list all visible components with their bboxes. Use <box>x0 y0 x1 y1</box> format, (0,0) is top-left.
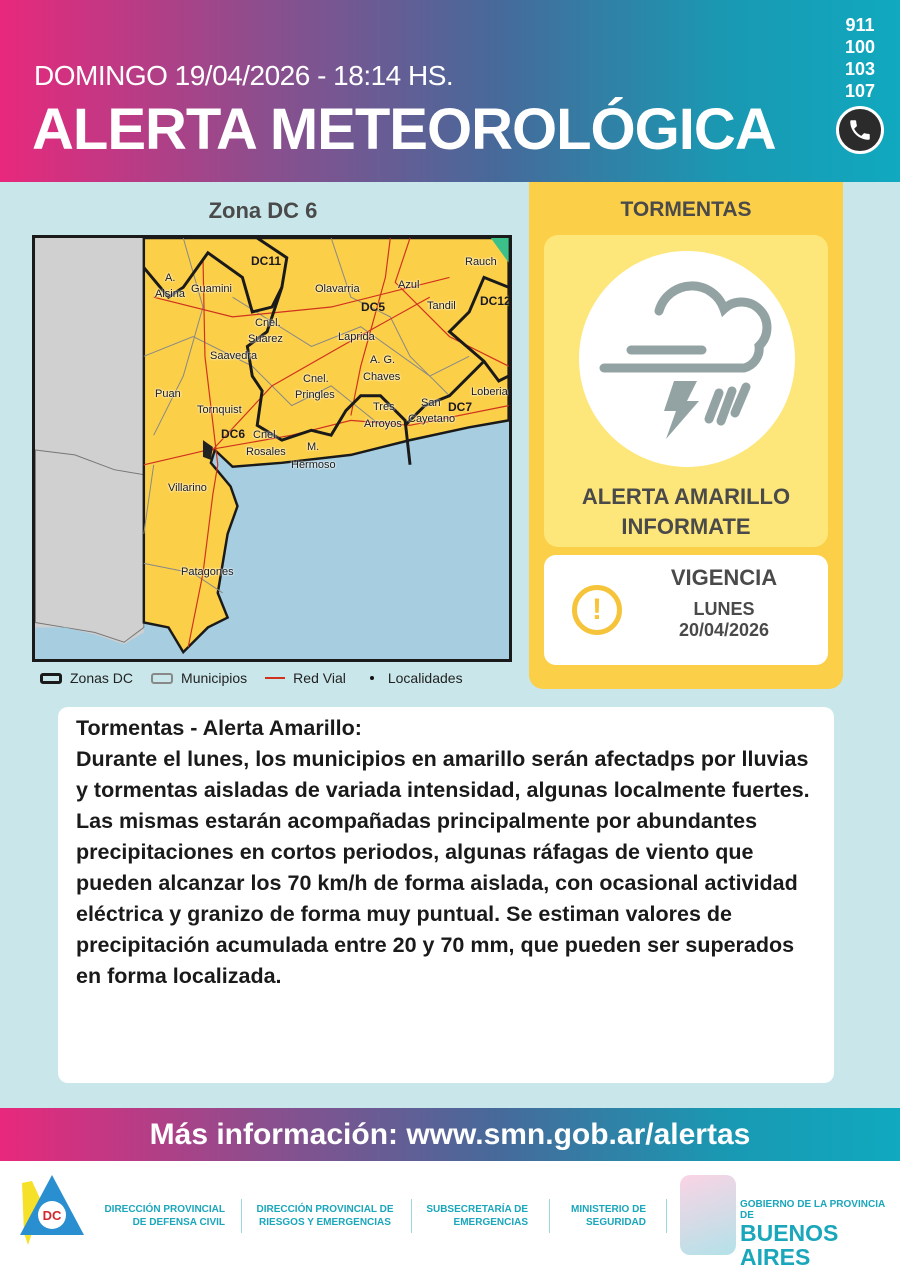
locality-label: A. G. <box>370 354 396 366</box>
road-swatch <box>265 677 286 679</box>
alert-datetime: DOMINGO 19/04/2026 - 18:14 HS. <box>34 60 454 91</box>
footer: DC DIRECCIÓN PROVINCIAL DE DEFENSA CIVIL … <box>0 1161 900 1273</box>
locality-label: Rauch <box>465 256 497 268</box>
legend-red-vial: Red Vial <box>265 670 346 686</box>
divider <box>549 1199 550 1233</box>
locality-label: Suarez <box>248 333 283 345</box>
divider <box>241 1199 242 1233</box>
thunderstorm-icon <box>579 251 795 467</box>
bahia-blanca-coast <box>202 440 213 460</box>
locality-label: Cnel. <box>255 317 281 329</box>
locality-dot-swatch <box>369 676 374 680</box>
locality-label: Chaves <box>363 371 401 383</box>
locality-label: Cnel. <box>253 429 279 441</box>
municipio-border-swatch <box>151 672 174 684</box>
locality-label: Alsina <box>155 288 185 300</box>
alert-level: ALERTA AMARILLO INFORMATE <box>581 484 791 539</box>
gobierno-buenos-aires: GOBIERNO DE LA PROVINCIA DE BUENOS AIRES <box>740 1199 885 1270</box>
locality-label: A. <box>165 272 176 284</box>
page-title: ALERTA METEOROLÓGICA <box>32 97 777 162</box>
zone-border-swatch <box>40 672 62 684</box>
locality-label: Arroyos <box>364 418 402 430</box>
zone-label: DC6 <box>221 427 246 441</box>
river <box>35 627 154 659</box>
locality-label: Cnel. <box>303 373 329 385</box>
zone-label: DC5 <box>361 300 386 314</box>
map-graphic <box>35 238 509 659</box>
vigencia-title: VIGENCIA <box>670 565 778 590</box>
header: DOMINGO 19/04/2026 - 18:14 HS. ALERTA ME… <box>0 0 900 182</box>
locality-label: M. <box>307 441 320 453</box>
more-info-link[interactable]: Más información: www.smn.gob.ar/alertas <box>0 1108 900 1161</box>
legend-zonas-dc: Zonas DC <box>40 670 133 686</box>
description-text: Durante el lunes, los municipios en amar… <box>76 747 810 988</box>
zone-label: DC12 <box>480 294 511 308</box>
hazard-title: TORMENTAS <box>620 198 752 221</box>
locality-label: Tandil <box>427 300 456 312</box>
locality-label: Saavedra <box>210 350 258 362</box>
road-network <box>143 238 509 648</box>
description-heading: Tormentas - Alerta Amarillo: <box>76 716 362 740</box>
alert-panel: TORMENTAS ALERTA AMARILLO INFORMATE ! <box>529 182 843 689</box>
phone-number[interactable]: 103 <box>844 59 876 79</box>
alert-description: Tormentas - Alerta Amarillo: Durante el … <box>58 707 834 1083</box>
locality-label: Tres <box>373 401 395 413</box>
org-emergencias: SUBSECRETARÍA DE EMERGENCIAS <box>426 1204 528 1228</box>
locality-label: Cayetano <box>408 413 456 425</box>
locality-label: Azul <box>398 279 420 291</box>
svg-text:DC: DC <box>43 1208 62 1223</box>
locality-label: Puan <box>155 388 181 400</box>
locality-label: Tornquist <box>197 404 242 416</box>
vigencia-card: ! VIGENCIA LUNES 20/04/2026 <box>544 555 828 665</box>
outside-area-south <box>35 449 145 643</box>
alert-zone <box>142 238 509 655</box>
alert-level-card: ALERTA AMARILLO INFORMATE <box>544 235 828 547</box>
locality-label: San <box>421 397 441 409</box>
vigencia-date: 20/04/2026 <box>678 620 770 640</box>
org-defensa-civil: DIRECCIÓN PROVINCIAL DE DEFENSA CIVIL <box>104 1204 225 1228</box>
locality-label: Hermoso <box>291 459 336 471</box>
emergency-phones: 911 100 103 107 <box>842 14 878 102</box>
locality-label: Olavarria <box>315 283 360 295</box>
locality-label: Loberia <box>471 386 508 398</box>
map-legend: Zonas DC Municipios Red Vial Localidades <box>40 670 510 686</box>
org-riesgos: DIRECCIÓN PROVINCIAL DE RIESGOS Y EMERGEN… <box>256 1204 394 1228</box>
alert-map[interactable]: A. Alsina Guamini DC11 Olavarria Azul Rauch DC5… <box>32 235 512 662</box>
dc-zone-borders <box>142 238 509 465</box>
vigencia-day: LUNES <box>693 599 755 619</box>
locality-label: Patagones <box>181 566 234 578</box>
org-seguridad: MINISTERIO DE SEGURIDAD <box>570 1204 646 1228</box>
locality-label: Pringles <box>295 389 335 401</box>
buenos-aires-emblem <box>680 1175 736 1255</box>
locality-label: Guamini <box>191 283 232 295</box>
legend-municipios: Municipios <box>151 670 247 686</box>
defensa-civil-logo: DC <box>18 1173 88 1245</box>
phone-number[interactable]: 911 <box>845 15 875 35</box>
warning-icon: ! <box>572 585 622 635</box>
zone-label: DC7 <box>448 400 473 414</box>
locality-label: Laprida <box>338 331 375 343</box>
phone-number[interactable]: 107 <box>844 81 876 101</box>
phone-icon <box>836 106 884 154</box>
zone-label: DC11 <box>251 254 282 268</box>
locality-label: Villarino <box>168 482 207 494</box>
phone-number[interactable]: 100 <box>844 37 876 57</box>
divider <box>411 1199 412 1233</box>
zone-title: Zona DC 6 <box>208 198 318 223</box>
divider <box>666 1199 667 1233</box>
locality-label: Rosales <box>246 446 286 458</box>
legend-localidades: Localidades <box>364 670 463 686</box>
